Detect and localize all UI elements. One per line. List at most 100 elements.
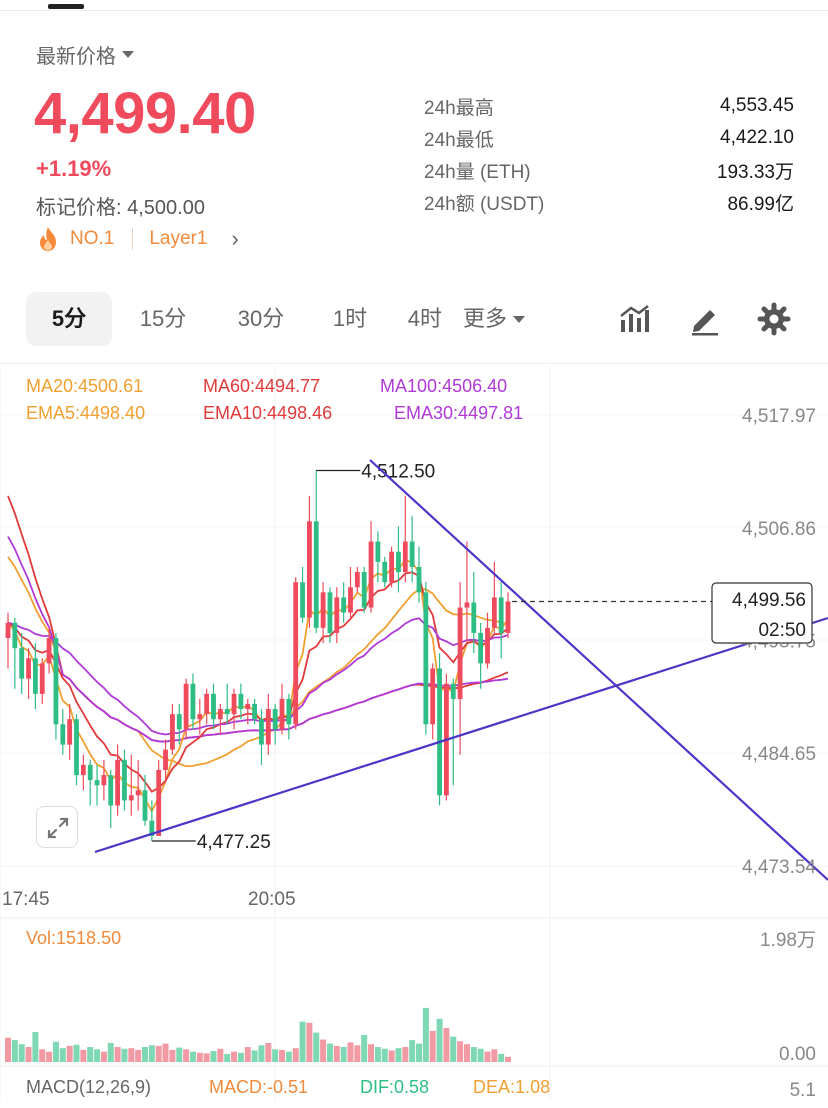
candle-body xyxy=(142,790,148,821)
candle-body xyxy=(471,602,477,633)
candle-body xyxy=(259,719,264,745)
volume-axis-tick: 1.98万 xyxy=(760,930,816,951)
time-label: 20:05 xyxy=(248,889,296,910)
caret-down-icon xyxy=(122,51,134,58)
volume-bar xyxy=(169,1049,176,1062)
volume-bar xyxy=(313,1032,320,1062)
candle-body xyxy=(12,622,18,649)
expand-icon xyxy=(47,817,69,839)
tab-1h[interactable]: 1时 xyxy=(332,306,368,331)
volume-bar xyxy=(46,1051,53,1062)
tab-5m[interactable]: 5分 xyxy=(26,292,112,346)
time-label: 17:45 xyxy=(2,889,50,910)
stat-value: 4,422.10 xyxy=(720,127,794,148)
candle-body xyxy=(128,795,134,801)
asset-tags[interactable]: NO.1 Layer1 › xyxy=(36,226,239,252)
volume-bar xyxy=(470,1047,477,1062)
price-axis-tick: 4,484.65 xyxy=(742,744,816,765)
volume-bar xyxy=(32,1032,39,1062)
candle-body xyxy=(368,541,374,608)
dea-value: DEA:1.08 xyxy=(473,1077,551,1097)
stat-row-low: 24h最低 4,422.10 xyxy=(424,122,794,154)
volume-bar xyxy=(94,1049,101,1062)
volume-bar xyxy=(176,1047,183,1062)
price-axis-tick: 4,506.86 xyxy=(742,519,816,540)
ma60-label: MA60:4494.77 xyxy=(203,376,321,396)
volume-bar xyxy=(52,1041,59,1062)
candle-body xyxy=(457,607,463,699)
tab-more[interactable]: 更多 xyxy=(442,292,546,346)
volume-bar xyxy=(374,1047,381,1062)
ma20-label: MA20:4500.61 xyxy=(26,376,144,396)
candle-body xyxy=(94,780,100,786)
volume-bar xyxy=(498,1053,505,1062)
settings-gear-icon[interactable] xyxy=(757,302,791,336)
volume-bar xyxy=(409,1040,416,1062)
candle-body xyxy=(320,592,326,628)
volume-bar xyxy=(484,1051,491,1062)
price-type-selector[interactable]: 最新价格 xyxy=(36,40,134,69)
candle-body xyxy=(416,566,422,593)
candle-body xyxy=(108,775,114,806)
tag-divider xyxy=(132,228,134,250)
volume-bar xyxy=(203,1053,210,1062)
high-marker-label: 4,512.50 xyxy=(361,462,435,483)
candle-body xyxy=(170,714,175,750)
volume-bar xyxy=(320,1039,327,1062)
ma100-label: MA100:4506.40 xyxy=(380,376,508,396)
candle-body xyxy=(348,587,353,613)
volume-bar xyxy=(265,1043,272,1062)
volume-bar xyxy=(142,1047,148,1062)
kline-chart[interactable]: 4,512.504,477.25 4,517.974,506.864,495.7… xyxy=(0,364,828,1108)
candle-body xyxy=(5,622,11,639)
volume-bar xyxy=(354,1045,361,1062)
volume-bar xyxy=(66,1045,73,1062)
candle-body xyxy=(272,709,278,730)
candle-body xyxy=(279,698,285,730)
volume-bar xyxy=(450,1036,457,1062)
price-axis-tick: 4,517.97 xyxy=(742,406,816,427)
support-trendline xyxy=(94,616,828,854)
volume-bar xyxy=(436,1018,443,1062)
candle-body xyxy=(149,820,155,836)
candle-body xyxy=(265,709,271,745)
volume-bar xyxy=(217,1048,224,1062)
candle-body xyxy=(430,668,436,725)
volume-bar xyxy=(237,1052,244,1062)
volume-bar xyxy=(107,1043,114,1062)
dif-value: DIF:0.58 xyxy=(360,1077,430,1097)
tab-4h[interactable]: 4时 xyxy=(407,306,442,331)
ema5-label: EMA5:4498.40 xyxy=(26,403,146,423)
volume-bar xyxy=(135,1049,142,1062)
volume-bar xyxy=(39,1049,46,1062)
candle-body xyxy=(190,683,196,720)
volume-bar xyxy=(326,1043,333,1062)
candle-body xyxy=(135,790,141,796)
candle-body xyxy=(245,703,251,710)
expand-chart-button[interactable] xyxy=(36,806,78,848)
interval-tabs: 5分 15分 30分 1时 4时 更多 xyxy=(26,292,816,346)
tab-15m[interactable]: 15分 xyxy=(139,306,187,331)
tab-30m[interactable]: 30分 xyxy=(237,306,285,331)
price-axis-tick: 4,473.54 xyxy=(742,857,816,878)
stat-value: 86.99亿 xyxy=(727,193,794,215)
candle-body xyxy=(341,597,347,613)
candle-body xyxy=(176,714,182,730)
ma-indicators: MA20:4500.61 MA60:4494.77 MA100:4506.40 xyxy=(26,376,507,397)
volume-bar xyxy=(416,1043,422,1062)
stat-row-volume: 24h量 (ETH) 193.33万 xyxy=(424,154,794,186)
candle-body xyxy=(224,709,230,715)
volume-bar xyxy=(25,1047,32,1062)
rank-tag: NO.1 xyxy=(70,228,115,249)
stat-value: 193.33万 xyxy=(716,161,794,183)
candle-body xyxy=(354,572,360,588)
indicator-icon[interactable] xyxy=(617,302,651,336)
volume-bar xyxy=(279,1049,285,1062)
draw-pen-icon[interactable] xyxy=(688,302,722,336)
candle-body xyxy=(238,693,244,710)
macd-value: MACD:-0.51 xyxy=(209,1077,309,1097)
flame-icon xyxy=(40,227,56,251)
candle-body xyxy=(313,521,319,628)
volume-bar xyxy=(162,1043,169,1062)
category-tag: Layer1 xyxy=(149,228,208,249)
